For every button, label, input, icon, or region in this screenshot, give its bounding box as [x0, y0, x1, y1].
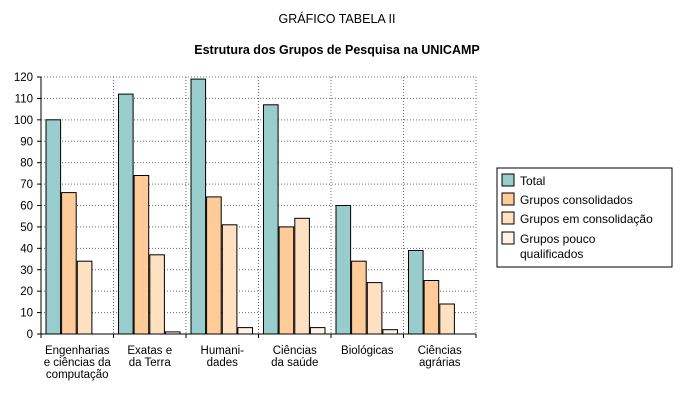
bar-1-3: [190, 78, 207, 335]
y-tick-label: 0: [27, 329, 33, 341]
bar-2-1: [61, 192, 77, 335]
bar-1-2: [118, 93, 134, 335]
bar-3-4: [294, 217, 310, 335]
bar-2-4: [278, 226, 295, 335]
legend-label-3: Grupos em consolidação: [520, 212, 653, 226]
x-tick-label: e ciências da: [44, 357, 112, 369]
bar-2-3: [206, 196, 222, 335]
bar-3-2: [149, 254, 165, 335]
x-tick-label: Humani-: [201, 345, 245, 357]
bar-1-6: [408, 250, 424, 335]
bar-4-4: [309, 327, 326, 335]
bar-3-6: [439, 303, 455, 335]
y-tick-label: 80: [20, 158, 33, 170]
bar-2-2: [133, 175, 150, 335]
y-tick-label: 50: [20, 222, 33, 234]
legend-label-1: Total: [520, 174, 545, 188]
legend-box: [496, 167, 673, 268]
bar-1-4: [263, 104, 279, 335]
bar-3-1: [76, 260, 93, 335]
legend-label-2: Grupos consolidados: [520, 193, 633, 207]
y-tick-label: 90: [20, 136, 33, 148]
x-tick-label: Engenharias: [45, 345, 110, 357]
bar-3-3: [221, 224, 238, 335]
bar-4-3: [237, 327, 253, 335]
x-tick-label: dades: [207, 357, 239, 369]
x-tick-label: da Terra: [129, 357, 172, 369]
x-tick-label: da saúde: [271, 357, 318, 369]
bar-1-1: [45, 119, 62, 335]
plot-area: 0 10 20 30 40 50 60 70 80 90 100 110 120 Engenhariase…: [14, 72, 477, 381]
x-tick-label: Biológicas: [341, 345, 394, 357]
y-tick-label: 70: [20, 179, 33, 191]
y-tick-label: 120: [14, 72, 33, 84]
legend-swatch-3: [501, 211, 515, 225]
y-tick-label: 40: [20, 243, 33, 255]
legend-label-4: Grupos pouco: [520, 232, 596, 246]
x-tick-label: Ciências: [418, 345, 462, 357]
chart-supertitle: GRÁFICO TABELA II: [279, 11, 396, 26]
y-tick-label: 100: [14, 115, 33, 127]
y-tick-label: 10: [20, 308, 33, 320]
bar-2-5: [351, 260, 367, 335]
x-tick-label: Ciências: [273, 345, 317, 357]
chart-title: Estrutura dos Grupos de Pesquisa na UNIC…: [194, 43, 479, 57]
x-tick-label: agrárias: [419, 357, 461, 369]
bar-4-5: [382, 329, 398, 335]
bar-3-5: [366, 282, 383, 335]
y-tick-label: 60: [20, 201, 33, 213]
x-tick-label: Exatas e: [127, 345, 172, 357]
legend-swatch-4: [501, 231, 515, 245]
legend-label-4: qualificados: [520, 247, 583, 261]
y-tick-label: 30: [20, 265, 33, 277]
x-tick-label: computação: [46, 369, 109, 381]
legend: Total Grupos consolidados Grupos em consol…: [496, 167, 673, 268]
y-tick-label: 110: [15, 93, 33, 105]
legend-swatch-1: [501, 173, 515, 187]
bar-1-5: [335, 205, 352, 335]
legend-swatch-2: [501, 192, 515, 206]
y-tick-label: 20: [20, 286, 33, 298]
bar-2-6: [423, 280, 440, 335]
